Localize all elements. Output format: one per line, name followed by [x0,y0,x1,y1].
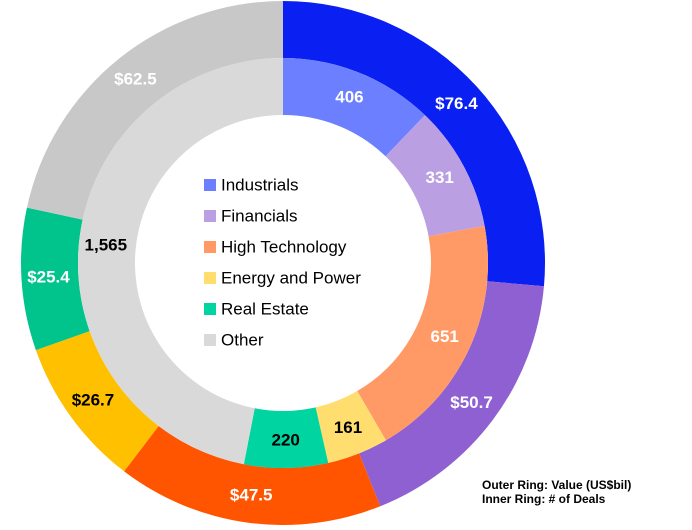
legend-swatch [204,179,216,191]
legend-label: Other [221,330,264,349]
ring-segment [315,391,386,463]
legend-swatch [204,272,216,284]
legend-label: Real Estate [221,299,309,318]
value-label: 651 [430,327,458,346]
legend-swatch [204,210,216,222]
value-label: $25.4 [27,267,70,286]
ring-segment [124,425,381,525]
value-label: $62.5 [114,70,157,89]
value-label: 406 [335,87,363,106]
ring-note: Inner Ring: # of Deals [482,492,606,506]
legend-label: Energy and Power [221,268,361,287]
ring-segment [283,1,545,287]
value-label: 331 [426,168,454,187]
value-label: 220 [271,430,299,449]
legend-swatch [204,241,216,253]
value-label: $50.7 [450,393,493,412]
ring-segment [77,58,283,465]
ring-segment [243,407,329,468]
ring-segment [359,281,544,507]
value-label: $26.7 [72,391,115,410]
ring-segment [385,115,485,237]
legend-label: Financials [221,206,298,225]
value-label: $47.5 [230,485,273,504]
legend-swatch [204,334,216,346]
ring-segment [26,1,284,220]
legend-label: High Technology [221,237,347,256]
value-label: $76.4 [435,94,478,113]
ring-segment [283,58,425,157]
legend-label: Industrials [221,175,298,194]
value-label: 161 [334,418,362,437]
ring-segment [357,225,488,441]
value-label: 1,565 [85,235,128,254]
ring-segment [20,207,90,351]
ring-segment [35,331,159,472]
ring-note: Outer Ring: Value (US$bil) [482,478,631,492]
legend-swatch [204,303,216,315]
